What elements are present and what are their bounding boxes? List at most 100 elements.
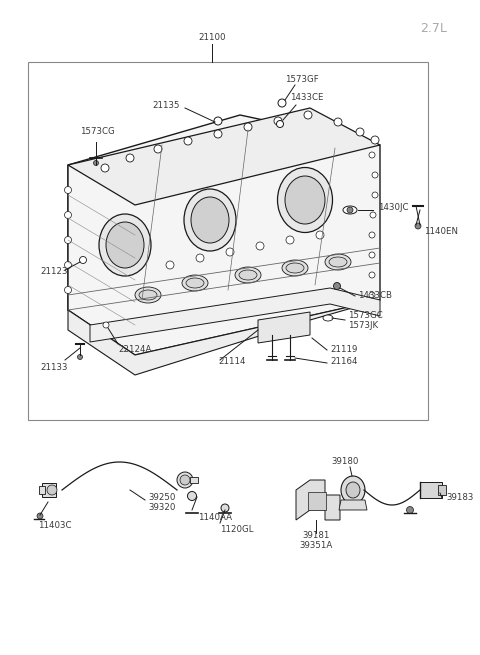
Text: 22124A: 22124A [118, 345, 151, 354]
Circle shape [184, 137, 192, 145]
Circle shape [256, 242, 264, 250]
Polygon shape [68, 300, 380, 375]
Polygon shape [296, 480, 340, 520]
Circle shape [276, 121, 284, 128]
Circle shape [47, 485, 57, 495]
Circle shape [369, 232, 375, 238]
Ellipse shape [186, 278, 204, 288]
Circle shape [180, 475, 190, 485]
Text: 1573JK: 1573JK [348, 322, 378, 331]
Ellipse shape [239, 270, 257, 280]
Circle shape [244, 123, 252, 131]
Ellipse shape [235, 267, 261, 283]
Circle shape [188, 491, 196, 500]
Circle shape [372, 192, 378, 198]
Ellipse shape [285, 176, 325, 224]
Ellipse shape [282, 260, 308, 276]
Circle shape [334, 282, 340, 290]
Ellipse shape [135, 287, 161, 303]
Bar [420, 482, 442, 498]
Ellipse shape [323, 315, 333, 321]
Polygon shape [258, 312, 310, 343]
Circle shape [166, 261, 174, 269]
Circle shape [64, 236, 72, 244]
Circle shape [415, 223, 421, 229]
Text: 1140EN: 1140EN [424, 227, 458, 236]
Ellipse shape [343, 206, 357, 214]
Circle shape [274, 117, 282, 125]
Ellipse shape [191, 197, 229, 243]
Circle shape [37, 513, 43, 519]
Ellipse shape [106, 222, 144, 268]
Bar [438, 485, 446, 495]
Polygon shape [90, 288, 380, 342]
Text: 21164: 21164 [330, 358, 358, 367]
Polygon shape [68, 108, 380, 205]
Bar [42, 483, 56, 497]
Bar [39, 486, 45, 494]
Text: 39250: 39250 [148, 493, 175, 502]
Circle shape [356, 128, 364, 136]
Circle shape [64, 286, 72, 293]
Text: 11403C: 11403C [38, 521, 72, 529]
Circle shape [101, 164, 109, 172]
Circle shape [64, 187, 72, 193]
Ellipse shape [325, 254, 351, 270]
Circle shape [369, 292, 375, 298]
Circle shape [80, 257, 86, 263]
Text: 39320: 39320 [148, 504, 175, 512]
Polygon shape [339, 500, 367, 510]
Circle shape [304, 111, 312, 119]
Ellipse shape [341, 476, 365, 504]
Text: 21123: 21123 [40, 267, 68, 276]
Circle shape [372, 172, 378, 178]
Ellipse shape [286, 263, 304, 273]
Ellipse shape [184, 189, 236, 251]
Circle shape [370, 212, 376, 218]
Text: 39180: 39180 [331, 457, 359, 466]
Circle shape [221, 504, 229, 512]
Text: 2.7L: 2.7L [420, 22, 447, 35]
Text: 1433CE: 1433CE [290, 94, 324, 102]
Circle shape [177, 472, 193, 488]
Circle shape [334, 118, 342, 126]
Text: 21114: 21114 [218, 358, 245, 367]
Circle shape [77, 354, 83, 360]
Circle shape [286, 236, 294, 244]
Text: 1140AA: 1140AA [198, 514, 232, 523]
Circle shape [369, 252, 375, 258]
Text: 1573GF: 1573GF [285, 75, 319, 83]
Circle shape [196, 254, 204, 262]
Circle shape [226, 248, 234, 256]
Text: 39181: 39181 [302, 531, 330, 540]
Text: 1573GC: 1573GC [348, 310, 383, 320]
Circle shape [126, 154, 134, 162]
Ellipse shape [346, 482, 360, 498]
Text: 21135: 21135 [152, 102, 180, 111]
Text: 1573CG: 1573CG [80, 128, 115, 136]
Circle shape [64, 212, 72, 219]
Circle shape [94, 160, 98, 166]
Text: 21133: 21133 [40, 364, 68, 373]
Ellipse shape [277, 168, 333, 233]
Text: 21119: 21119 [330, 345, 358, 354]
Circle shape [369, 152, 375, 158]
Text: 1120GL: 1120GL [220, 525, 253, 534]
Ellipse shape [99, 214, 151, 276]
Bar [28, 62, 428, 420]
Polygon shape [68, 115, 380, 355]
Circle shape [347, 207, 353, 213]
Circle shape [103, 322, 109, 328]
Circle shape [316, 231, 324, 239]
Circle shape [214, 130, 222, 138]
Bar [190, 477, 198, 483]
Circle shape [214, 117, 222, 125]
Text: 39351A: 39351A [300, 542, 333, 550]
Circle shape [371, 136, 379, 144]
Circle shape [278, 99, 286, 107]
Circle shape [64, 261, 72, 269]
Text: 1433CB: 1433CB [358, 291, 392, 299]
Circle shape [407, 506, 413, 514]
Circle shape [369, 272, 375, 278]
Bar [308, 492, 326, 510]
